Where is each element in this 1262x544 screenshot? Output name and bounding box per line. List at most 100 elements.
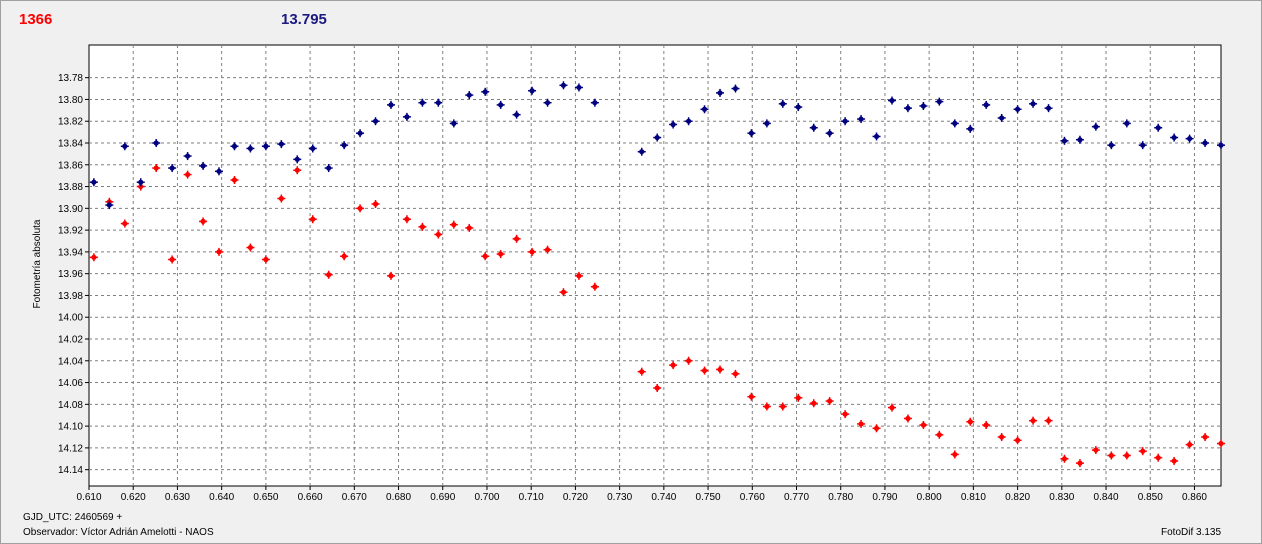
red-data-point xyxy=(590,282,599,291)
red-data-point xyxy=(512,234,521,243)
blue-data-point xyxy=(136,178,145,187)
blue-data-point xyxy=(89,178,98,187)
red-data-point xyxy=(653,384,662,392)
y-tick-label: 13.80 xyxy=(58,95,83,106)
plot-area xyxy=(88,44,1222,487)
blue-data-point xyxy=(1201,139,1210,147)
x-tick-label: 0.780 xyxy=(828,492,853,503)
blue-data-point xyxy=(966,124,975,133)
red-data-point xyxy=(841,410,850,419)
red-data-point xyxy=(183,170,192,179)
blue-data-point xyxy=(1138,141,1147,150)
y-tick-label: 14.10 xyxy=(58,422,83,433)
blue-data-point xyxy=(950,119,959,128)
x-tick-label: 0.790 xyxy=(872,492,897,503)
blue-data-point xyxy=(512,110,521,119)
red-data-point xyxy=(308,215,317,224)
blue-data-point xyxy=(1091,122,1100,131)
red-data-point xyxy=(778,402,787,411)
blue-data-point xyxy=(559,81,568,90)
x-tick-label: 0.640 xyxy=(209,492,234,503)
axis-ticks: 0.610 0.620 0.630 0.640 0.650 0.660 0.670 0.680… xyxy=(58,73,1207,503)
blue-data-point xyxy=(308,144,317,153)
blue-data-point xyxy=(402,112,411,121)
red-data-point xyxy=(1201,433,1210,441)
blue-data-point xyxy=(152,139,161,147)
blue-data-point xyxy=(903,104,912,113)
red-data-point xyxy=(794,393,803,402)
y-tick-label: 13.86 xyxy=(58,160,83,171)
center-header-value: 13.795 xyxy=(281,11,327,28)
red-data-point xyxy=(230,176,239,185)
red-data-point xyxy=(481,252,490,261)
x-tick-label: 0.690 xyxy=(430,492,455,503)
x-tick-label: 0.810 xyxy=(961,492,986,503)
x-tick-label: 0.680 xyxy=(386,492,411,503)
blue-data-point xyxy=(528,86,537,95)
red-data-point xyxy=(872,424,881,433)
blue-data-point xyxy=(1217,141,1225,150)
red-data-point xyxy=(1044,416,1053,425)
red-data-point xyxy=(966,417,975,426)
red-data-point xyxy=(1138,447,1147,456)
y-tick-label: 13.98 xyxy=(58,291,83,302)
blue-data-point xyxy=(1075,135,1084,144)
blue-data-point xyxy=(716,88,725,97)
red-data-point xyxy=(340,252,349,261)
blue-data-point xyxy=(1185,134,1194,143)
red-data-point xyxy=(402,215,411,224)
red-data-point xyxy=(637,367,646,376)
blue-data-point xyxy=(1029,99,1038,108)
x-tick-label: 0.740 xyxy=(651,492,676,503)
blue-data-point xyxy=(590,98,599,107)
x-tick-label: 0.620 xyxy=(121,492,146,503)
red-data-point xyxy=(747,392,756,401)
x-tick-label: 0.670 xyxy=(342,492,367,503)
x-tick-label: 0.770 xyxy=(784,492,809,503)
red-data-point xyxy=(716,365,725,374)
blue-data-point xyxy=(465,91,474,100)
red-data-point xyxy=(700,366,709,375)
red-data-point xyxy=(1075,459,1084,468)
red-data-point xyxy=(1122,451,1131,460)
blue-data-point xyxy=(653,133,662,142)
blue-data-point xyxy=(841,117,850,126)
gjd-label: GJD_UTC: 2460569 + xyxy=(23,512,123,523)
y-tick-label: 14.12 xyxy=(58,443,83,454)
blue-data-point xyxy=(809,123,818,132)
red-data-point xyxy=(1029,416,1038,425)
blue-data-point xyxy=(778,99,787,108)
red-data-point xyxy=(465,223,474,232)
red-data-point xyxy=(387,271,396,280)
blue-data-point xyxy=(105,201,114,210)
red-data-point xyxy=(731,369,740,378)
blue-data-point xyxy=(434,98,443,107)
y-tick-label: 14.06 xyxy=(58,378,83,389)
blue-data-point xyxy=(277,140,286,149)
y-tick-label: 14.00 xyxy=(58,313,83,324)
y-tick-label: 13.90 xyxy=(58,204,83,215)
red-data-point xyxy=(496,250,505,259)
y-tick-label: 13.82 xyxy=(58,117,83,128)
red-data-point xyxy=(277,194,286,203)
red-data-point xyxy=(434,230,443,239)
y-tick-label: 14.14 xyxy=(58,465,83,476)
red-data-point xyxy=(261,255,270,264)
y-tick-label: 13.94 xyxy=(58,247,83,258)
red-data-point xyxy=(1217,439,1225,448)
x-tick-label: 0.630 xyxy=(165,492,190,503)
blue-data-point xyxy=(261,142,270,151)
blue-data-point xyxy=(997,113,1006,122)
blue-data-point xyxy=(1013,105,1022,114)
data-points xyxy=(89,81,1225,468)
blue-data-point xyxy=(324,164,333,173)
blue-data-point xyxy=(872,132,881,141)
y-tick-label: 13.88 xyxy=(58,182,83,193)
red-data-point xyxy=(449,220,458,229)
blue-data-point xyxy=(371,117,380,126)
blue-data-point xyxy=(637,147,646,156)
blue-data-point xyxy=(888,96,897,105)
x-tick-label: 0.820 xyxy=(1005,492,1030,503)
blue-data-point xyxy=(418,98,427,107)
